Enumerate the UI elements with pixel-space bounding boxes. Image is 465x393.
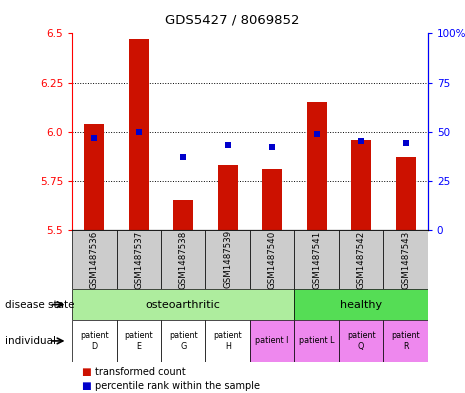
Bar bbox=[117, 230, 161, 289]
Text: ■: ■ bbox=[81, 381, 91, 391]
Text: GSM1487543: GSM1487543 bbox=[401, 230, 410, 288]
Text: GSM1487538: GSM1487538 bbox=[179, 230, 188, 288]
Text: patient
G: patient G bbox=[169, 331, 198, 351]
Text: GSM1487540: GSM1487540 bbox=[268, 230, 277, 288]
Bar bbox=[339, 320, 383, 362]
Bar bbox=[72, 230, 117, 289]
Text: patient
D: patient D bbox=[80, 331, 109, 351]
Bar bbox=[250, 320, 294, 362]
Bar bbox=[383, 320, 428, 362]
Bar bbox=[161, 230, 206, 289]
Text: osteoarthritic: osteoarthritic bbox=[146, 299, 221, 310]
Bar bbox=[72, 289, 294, 320]
Text: healthy: healthy bbox=[340, 299, 382, 310]
Text: patient
H: patient H bbox=[213, 331, 242, 351]
Text: patient L: patient L bbox=[299, 336, 334, 345]
Bar bbox=[218, 165, 238, 230]
Bar bbox=[294, 289, 428, 320]
Text: transformed count: transformed count bbox=[95, 367, 186, 377]
Text: GDS5427 / 8069852: GDS5427 / 8069852 bbox=[165, 14, 300, 27]
Bar bbox=[206, 320, 250, 362]
Bar bbox=[262, 169, 282, 230]
Bar bbox=[294, 320, 339, 362]
Text: GSM1487537: GSM1487537 bbox=[134, 230, 143, 288]
Text: patient
E: patient E bbox=[125, 331, 153, 351]
Text: ■: ■ bbox=[81, 367, 91, 377]
Bar bbox=[173, 200, 193, 230]
Bar bbox=[339, 230, 383, 289]
Bar bbox=[129, 39, 149, 230]
Text: GSM1487541: GSM1487541 bbox=[312, 230, 321, 288]
Bar bbox=[250, 230, 294, 289]
Text: patient
Q: patient Q bbox=[347, 331, 375, 351]
Text: disease state: disease state bbox=[5, 299, 74, 310]
Bar bbox=[294, 230, 339, 289]
Text: percentile rank within the sample: percentile rank within the sample bbox=[95, 381, 260, 391]
Text: GSM1487542: GSM1487542 bbox=[357, 230, 365, 288]
Text: patient
R: patient R bbox=[391, 331, 420, 351]
Text: individual: individual bbox=[5, 336, 56, 346]
Bar bbox=[351, 140, 371, 230]
Bar bbox=[84, 124, 104, 230]
Bar bbox=[206, 230, 250, 289]
Bar bbox=[383, 230, 428, 289]
Text: GSM1487539: GSM1487539 bbox=[223, 230, 232, 288]
Bar bbox=[161, 320, 206, 362]
Bar bbox=[117, 320, 161, 362]
Text: GSM1487536: GSM1487536 bbox=[90, 230, 99, 288]
Bar bbox=[72, 320, 117, 362]
Text: patient I: patient I bbox=[255, 336, 289, 345]
Bar bbox=[396, 157, 416, 230]
Bar bbox=[306, 102, 326, 230]
